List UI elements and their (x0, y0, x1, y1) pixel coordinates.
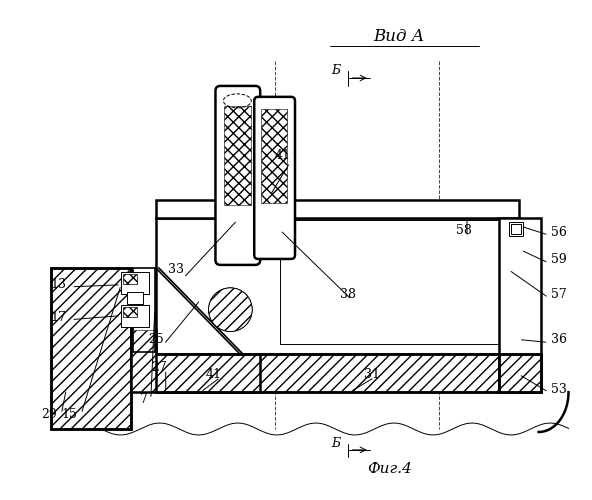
Text: Б: Б (331, 438, 340, 450)
Text: 31: 31 (363, 368, 379, 381)
Bar (511, 224, 521, 234)
Text: 29: 29 (41, 408, 57, 420)
FancyBboxPatch shape (254, 97, 295, 259)
Text: 7: 7 (140, 392, 148, 406)
Bar (52, 268, 131, 429)
Polygon shape (131, 330, 260, 392)
Bar (133, 268, 155, 352)
Bar (156, 218, 519, 354)
Text: 13: 13 (50, 278, 66, 291)
Text: 53: 53 (551, 382, 567, 396)
Bar (156, 354, 519, 392)
Bar (280, 220, 509, 344)
Bar (224, 106, 251, 205)
Bar (123, 274, 137, 284)
Bar (509, 222, 523, 236)
Text: 58: 58 (456, 224, 472, 236)
Bar (499, 218, 540, 392)
Text: 15: 15 (62, 408, 77, 420)
Text: 57: 57 (551, 288, 567, 301)
Text: 33: 33 (168, 264, 184, 276)
Text: 25: 25 (148, 333, 163, 346)
Text: 27: 27 (151, 361, 166, 374)
Bar (127, 292, 143, 304)
Bar (52, 268, 131, 429)
Text: 41: 41 (205, 368, 221, 381)
Bar (261, 109, 287, 204)
Text: Вид А: Вид А (374, 28, 425, 44)
Text: 59: 59 (551, 254, 567, 266)
Text: Фиг.4: Фиг.4 (367, 462, 412, 476)
Text: 56: 56 (551, 226, 567, 238)
Text: 38: 38 (340, 288, 356, 301)
Circle shape (208, 288, 252, 332)
Bar (121, 272, 149, 294)
Bar (156, 354, 519, 392)
Bar (499, 354, 540, 392)
FancyBboxPatch shape (215, 86, 260, 265)
Text: 41: 41 (275, 149, 291, 162)
Bar (156, 200, 519, 218)
Bar (121, 304, 149, 326)
Text: 36: 36 (551, 333, 567, 346)
Bar (123, 306, 137, 316)
Text: 17: 17 (50, 311, 66, 324)
Text: Б: Б (331, 64, 340, 78)
Bar (499, 354, 540, 392)
